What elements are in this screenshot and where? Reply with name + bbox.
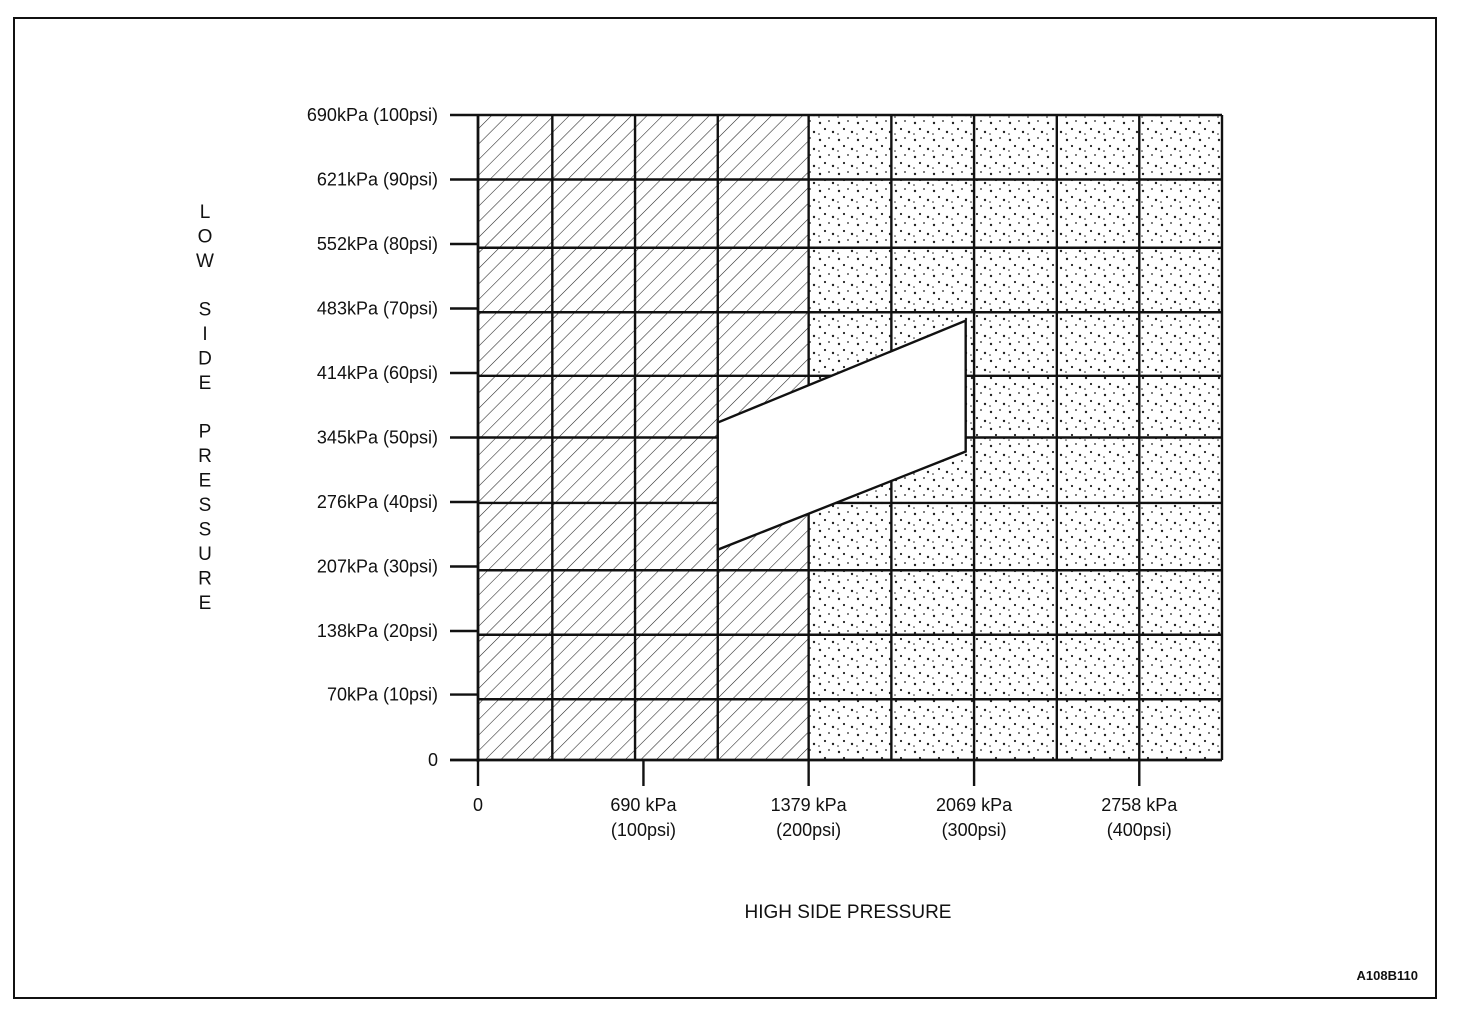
- y-axis-title-letter: E: [199, 471, 212, 492]
- x-axis-ticks: 0 690 kPa (100psi) 1379 kPa (200psi) 2069 kPa…: [473, 760, 1178, 840]
- y-tick-label: 552kPa (80psi): [317, 234, 438, 254]
- x-tick-label: 690 kPa: [610, 795, 677, 815]
- y-axis-title-letter: S: [199, 300, 212, 321]
- y-axis-title-letter: U: [198, 544, 212, 565]
- y-tick-label: 414kPa (60psi): [317, 363, 438, 383]
- y-axis-title-letter: L: [200, 202, 211, 223]
- normal-range-area: [716, 318, 967, 552]
- y-axis-ticks: 0 70kPa (10psi) 138kPa (20psi) 207kPa (30ps…: [307, 105, 478, 770]
- y-axis-title-letter: S: [199, 495, 212, 516]
- y-axis-title-letter: I: [202, 324, 207, 345]
- x-axis-title: HIGH SIDE PRESSURE: [745, 902, 952, 923]
- y-tick-label: 483kPa (70psi): [317, 299, 438, 319]
- y-axis-title-letter: E: [199, 593, 212, 614]
- y-tick-label: 207kPa (30psi): [317, 557, 438, 577]
- x-tick-label-unit: (100psi): [611, 820, 676, 840]
- y-axis-title-letter: R: [198, 569, 212, 590]
- x-tick-label: 2758 kPa: [1101, 795, 1178, 815]
- y-axis-title-letter: E: [199, 373, 212, 394]
- x-tick-label: 2069 kPa: [936, 795, 1013, 815]
- y-axis-title-letter: P: [199, 422, 212, 443]
- normal-range-layer: [716, 318, 967, 552]
- y-tick-label: 621kPa (90psi): [317, 170, 438, 190]
- y-axis-title-letter: S: [199, 520, 212, 541]
- y-tick-label: 690kPa (100psi): [307, 105, 438, 125]
- y-tick-label: 138kPa (20psi): [317, 621, 438, 641]
- y-axis-title-letter: D: [198, 349, 212, 370]
- x-tick-label: 0: [473, 795, 483, 815]
- y-tick-label: 0: [428, 750, 438, 770]
- x-tick-label-unit: (300psi): [942, 820, 1007, 840]
- y-tick-label: 70kPa (10psi): [327, 685, 438, 705]
- y-tick-label: 345kPa (50psi): [317, 428, 438, 448]
- x-tick-label-unit: (200psi): [776, 820, 841, 840]
- y-axis-title-letter: W: [196, 251, 214, 272]
- y-axis-title-letter: R: [198, 446, 212, 467]
- figure-code: A108B110: [1357, 968, 1418, 983]
- x-tick-label-unit: (400psi): [1107, 820, 1172, 840]
- y-axis-title-letter: O: [198, 227, 213, 248]
- x-tick-label: 1379 kPa: [771, 795, 848, 815]
- y-tick-label: 276kPa (40psi): [317, 492, 438, 512]
